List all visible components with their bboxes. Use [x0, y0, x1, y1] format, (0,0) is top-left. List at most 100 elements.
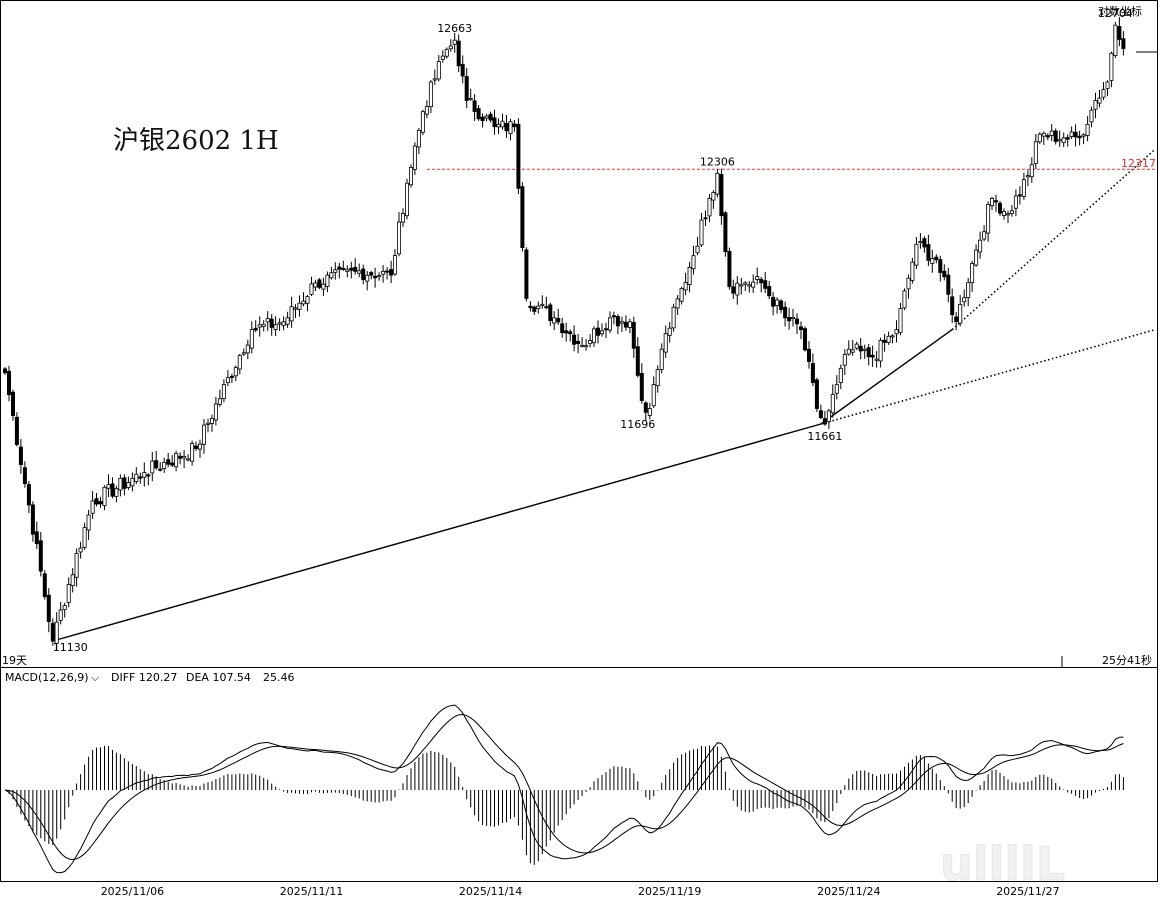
candle: [484, 113, 489, 122]
candle: [178, 452, 183, 465]
candle-body-up: [444, 49, 449, 57]
candle: [600, 323, 605, 337]
candle-body-up: [536, 305, 541, 310]
candle: [719, 168, 724, 225]
scale-label[interactable]: 对数坐标: [1098, 4, 1142, 18]
candle: [631, 316, 636, 358]
candle: [934, 254, 939, 264]
candle-body-down: [10, 391, 15, 416]
candle: [385, 267, 390, 280]
candle-body-down: [719, 173, 724, 217]
candle: [572, 325, 577, 352]
candle: [233, 365, 238, 381]
candle: [396, 212, 401, 257]
candle-body-up: [619, 321, 624, 324]
candle-body-up: [205, 422, 210, 425]
candle-body-up: [906, 277, 911, 290]
macd-diff-line: [4, 704, 1124, 874]
candle-body-down: [178, 455, 183, 459]
candle: [1101, 82, 1106, 101]
candle-body-up: [54, 621, 59, 644]
candle-body-up: [420, 111, 425, 133]
candle-body-up: [647, 408, 652, 416]
candle: [568, 329, 573, 342]
candle: [281, 316, 286, 331]
candle: [619, 316, 624, 332]
candle-body-down: [3, 368, 8, 374]
candle-body-up: [663, 333, 668, 353]
candle: [826, 408, 831, 429]
candle: [1041, 131, 1046, 145]
candle-body-up: [600, 330, 605, 335]
candle-body-up: [190, 443, 195, 462]
candle: [146, 473, 151, 486]
candle-body-down: [938, 259, 943, 273]
candle: [444, 47, 449, 59]
candle: [850, 340, 855, 356]
candle: [1077, 130, 1082, 146]
candle: [464, 68, 469, 108]
candle: [392, 249, 397, 276]
candle-body-down: [615, 316, 620, 327]
candle: [842, 349, 847, 375]
candle-body-up: [608, 317, 613, 331]
macd-dropdown-icon[interactable]: ⌵: [91, 671, 100, 684]
candle-body-down: [942, 270, 947, 278]
candle-body-down: [253, 327, 258, 331]
candle-body-up: [233, 367, 238, 377]
candle: [755, 267, 760, 285]
macd-label[interactable]: MACD(12,26,9): [5, 671, 89, 684]
candle-body-up: [365, 274, 370, 282]
candle-body-down: [572, 334, 577, 345]
candle: [321, 277, 326, 296]
candle: [966, 278, 971, 307]
candle: [265, 311, 270, 331]
candle: [671, 303, 676, 332]
candle: [420, 109, 425, 136]
resistance-label: 12317: [1121, 157, 1156, 170]
chart-title: 沪银2602 1H: [113, 126, 279, 156]
candle: [404, 178, 409, 220]
candle: [894, 320, 899, 343]
candle-body-down: [564, 330, 569, 334]
candle-body-up: [958, 303, 963, 324]
candle: [707, 194, 712, 222]
candle-body-down: [389, 269, 394, 276]
candle: [345, 265, 350, 278]
candle-body-down: [520, 186, 525, 248]
bottom-right-label: 25分41秒: [1102, 653, 1152, 667]
candle: [365, 271, 370, 291]
candle: [381, 265, 386, 283]
candle: [162, 457, 167, 473]
candle-body-up: [966, 282, 971, 298]
candle-body-down: [50, 622, 55, 642]
candle-body-up: [675, 298, 680, 309]
candle: [560, 317, 565, 338]
candle: [142, 462, 147, 487]
candle: [1017, 186, 1022, 205]
x-tick-label: 2025/11/27: [996, 885, 1059, 898]
candle-body-up: [878, 340, 883, 362]
candle-body-down: [994, 200, 999, 203]
candle: [134, 467, 139, 484]
candle: [1073, 124, 1078, 147]
candle-body-down: [94, 498, 99, 505]
candle-body-down: [1017, 194, 1022, 197]
candle: [229, 373, 234, 383]
candle-body-up: [452, 39, 457, 45]
candle: [138, 472, 143, 484]
candle-body-up: [281, 321, 286, 326]
candle-body-up: [974, 249, 979, 266]
candle-body-down: [727, 250, 732, 288]
candle: [329, 266, 334, 280]
candle-body-up: [894, 329, 899, 335]
candle: [460, 55, 465, 84]
candle: [488, 111, 493, 123]
candle-body-up: [1057, 139, 1062, 142]
candle-body-down: [472, 100, 477, 112]
candle-body-down: [38, 540, 43, 572]
candle: [166, 452, 171, 468]
candle-body-up: [791, 316, 796, 319]
candle-body-down: [46, 594, 51, 623]
candle-body-up: [126, 482, 131, 488]
